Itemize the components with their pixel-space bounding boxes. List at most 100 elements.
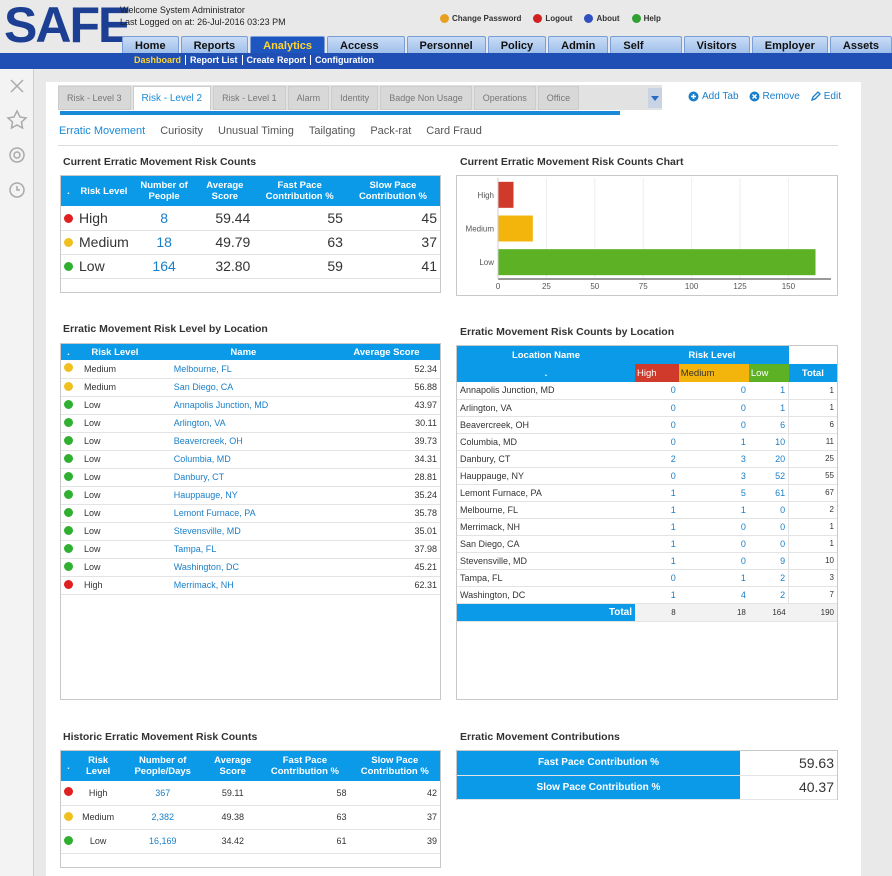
tab[interactable]: Risk - Level 3 xyxy=(58,86,131,110)
cell[interactable]: 2 xyxy=(748,586,789,604)
cell[interactable]: Annapolis Junction, MD xyxy=(153,396,333,415)
cell[interactable]: Tampa, FL xyxy=(153,540,333,559)
cell[interactable]: 0 xyxy=(635,399,679,417)
cell[interactable]: 10 xyxy=(748,433,789,451)
cell[interactable]: 0 xyxy=(748,518,789,536)
nav-tab[interactable]: Personnel xyxy=(406,36,486,53)
header-link[interactable]: Help xyxy=(631,14,661,23)
cell[interactable]: 0 xyxy=(678,382,749,400)
sub-tab[interactable]: Unusual Timing xyxy=(218,125,294,137)
tab[interactable]: Identity xyxy=(331,86,379,110)
sub-tab[interactable]: Curiosity xyxy=(160,125,203,137)
cell[interactable]: 0 xyxy=(635,382,679,400)
tab-action[interactable]: Add Tab xyxy=(688,91,739,102)
cell[interactable]: Melbourne, FL xyxy=(153,360,333,379)
tab[interactable]: Office xyxy=(537,86,580,110)
tab[interactable]: Badge Non Usage xyxy=(380,86,472,110)
cell[interactable]: 2 xyxy=(748,569,789,587)
cell[interactable]: Lemont Furnace, PA xyxy=(153,504,333,523)
cell[interactable]: 16,169 xyxy=(120,829,206,854)
sub-nav-link[interactable]: Dashboard xyxy=(134,55,182,65)
nav-tab[interactable]: Policy xyxy=(487,36,547,53)
cell[interactable]: 1 xyxy=(635,484,679,502)
cell[interactable]: 0 xyxy=(678,552,749,570)
header-link[interactable]: About xyxy=(584,14,620,23)
cell[interactable]: Merrimack, NH xyxy=(153,576,333,595)
sub-tab[interactable]: Tailgating xyxy=(308,125,356,137)
tab-menu[interactable] xyxy=(648,88,662,108)
cell[interactable]: Danbury, CT xyxy=(153,468,333,487)
cell[interactable]: 2 xyxy=(635,450,679,468)
cell[interactable]: 52 xyxy=(748,467,789,485)
cell[interactable]: 8 xyxy=(131,206,197,231)
sub-nav-link[interactable]: Configuration xyxy=(310,55,378,65)
cell[interactable]: Hauppauge, NY xyxy=(153,486,333,505)
gear-icon[interactable] xyxy=(9,147,25,163)
tab[interactable]: Alarm xyxy=(287,86,330,110)
header-link[interactable]: Change Password xyxy=(440,14,521,23)
nav-tab[interactable]: Self Service xyxy=(610,36,682,64)
cell[interactable]: 0 xyxy=(635,467,679,485)
sub-nav-link[interactable]: Report List xyxy=(185,55,242,65)
cell[interactable]: 0 xyxy=(635,433,679,451)
cell[interactable]: 0 xyxy=(748,501,789,519)
header-link[interactable]: Logout xyxy=(533,14,572,23)
cell[interactable]: 5 xyxy=(678,484,749,502)
cell[interactable]: 164 xyxy=(131,254,197,279)
cell[interactable]: 1 xyxy=(635,586,679,604)
cell[interactable]: 1 xyxy=(748,382,789,400)
nav-tab[interactable]: Reports xyxy=(180,36,249,53)
sub-tab[interactable]: Card Fraud xyxy=(426,125,482,137)
cell[interactable]: 18 xyxy=(131,230,197,255)
nav-tab[interactable]: Assets xyxy=(829,36,892,53)
cell[interactable]: 0 xyxy=(635,416,679,434)
cell[interactable]: Columbia, MD xyxy=(153,450,333,469)
tab-action[interactable]: Edit xyxy=(810,91,841,102)
cell[interactable]: 1 xyxy=(748,399,789,417)
cell[interactable]: 3 xyxy=(678,467,749,485)
cell[interactable]: 0 xyxy=(678,518,749,536)
tab[interactable]: Operations xyxy=(473,86,536,110)
cell[interactable]: 61 xyxy=(748,484,789,502)
cell[interactable]: Beavercreek, OH xyxy=(153,432,333,451)
cell[interactable]: 20 xyxy=(748,450,789,468)
cell[interactable]: 9 xyxy=(748,552,789,570)
nav-tab[interactable]: Visitors xyxy=(683,36,750,53)
nav-tab[interactable]: Access Mgmt xyxy=(327,36,405,64)
cell[interactable]: Arlington, VA xyxy=(153,414,333,433)
cell[interactable]: Stevensville, MD xyxy=(153,522,333,541)
cell[interactable]: 1 xyxy=(635,518,679,536)
tab[interactable]: Risk - Level 1 xyxy=(213,86,286,110)
cell[interactable]: 1 xyxy=(678,433,749,451)
sub-tab[interactable]: Erratic Movement xyxy=(59,125,146,137)
cell[interactable]: 0 xyxy=(748,535,789,553)
cell[interactable]: 367 xyxy=(120,781,206,806)
nav-tab[interactable]: Employer xyxy=(751,36,828,53)
column-header: Name xyxy=(153,344,333,360)
history-icon[interactable] xyxy=(9,182,25,198)
nav-tab[interactable]: Admin xyxy=(548,36,609,53)
cell[interactable]: 0 xyxy=(678,535,749,553)
cell[interactable]: 6 xyxy=(748,416,789,434)
cell[interactable]: 0 xyxy=(635,569,679,587)
cell[interactable]: Washington, DC xyxy=(153,558,333,577)
cell[interactable]: 0 xyxy=(678,399,749,417)
cell[interactable]: 1 xyxy=(635,552,679,570)
tab-action[interactable]: Remove xyxy=(749,91,800,102)
cell[interactable]: 1 xyxy=(678,501,749,519)
cell[interactable]: 2,382 xyxy=(120,805,206,830)
cell[interactable]: 4 xyxy=(678,586,749,604)
cell[interactable]: San Diego, CA xyxy=(153,378,333,397)
tab[interactable]: Risk - Level 2 xyxy=(132,86,212,110)
cell[interactable]: 1 xyxy=(635,535,679,553)
close-icon[interactable] xyxy=(10,79,24,93)
cell[interactable]: 3 xyxy=(678,450,749,468)
star-icon[interactable] xyxy=(6,109,28,130)
cell[interactable]: 1 xyxy=(678,569,749,587)
nav-tab[interactable]: Analytics xyxy=(250,36,326,53)
cell[interactable]: 0 xyxy=(678,416,749,434)
sub-nav-link[interactable]: Create Report xyxy=(241,55,311,65)
cell[interactable]: 1 xyxy=(635,501,679,519)
nav-tab[interactable]: Home xyxy=(122,36,179,53)
sub-tab[interactable]: Pack-rat xyxy=(370,125,412,137)
